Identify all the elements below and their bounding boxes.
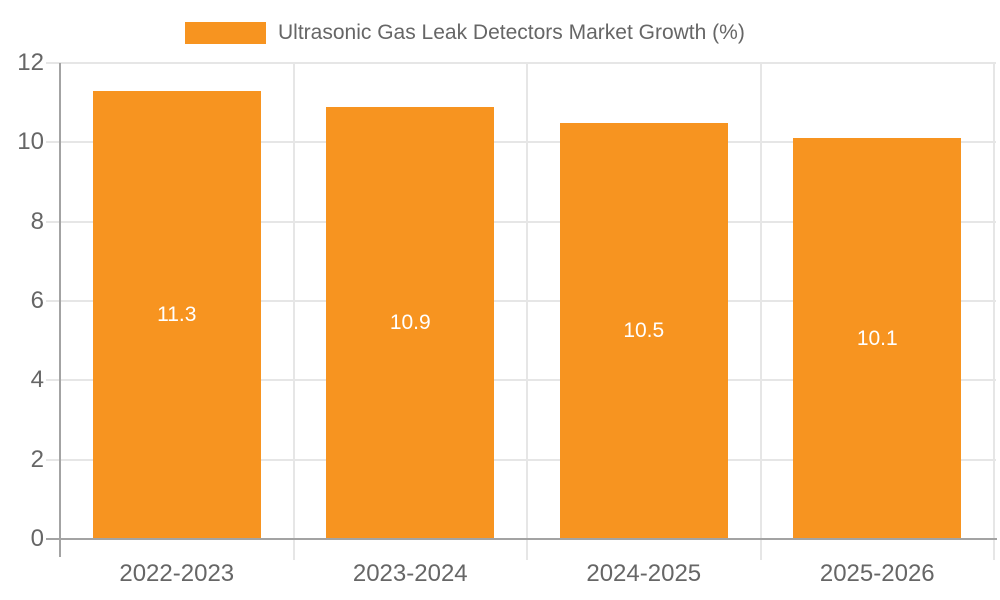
gridline-y-12 <box>46 62 996 64</box>
y-axis-tick-label: 10 <box>17 128 44 156</box>
bar-value-label: 10.9 <box>389 310 431 334</box>
x-axis-tick-label: 2024-2025 <box>586 560 702 587</box>
y-axis-line <box>59 63 61 557</box>
gridline-x-3 <box>759 63 762 560</box>
x-axis-line <box>46 538 997 540</box>
gridline-y-6 <box>46 300 996 302</box>
bar-value-label: 10.5 <box>623 318 665 342</box>
y-axis-tick-label: 2 <box>30 445 44 473</box>
gridline-y-4 <box>46 379 996 382</box>
legend-swatch <box>185 22 266 44</box>
y-axis-tick-label: 0 <box>30 525 44 552</box>
gridline-x-4 <box>993 63 995 560</box>
y-axis-tick-label: 12 <box>17 49 44 76</box>
gridline-y-10 <box>46 141 996 144</box>
x-axis-tick-label: 2023-2024 <box>352 560 468 587</box>
y-axis-tick-label: 6 <box>30 287 44 314</box>
bar-2025-2026: 10.1 <box>793 138 962 539</box>
gridline-y-8 <box>46 220 996 223</box>
x-axis-tick-label: 2022-2023 <box>119 560 235 587</box>
y-axis-tick-label: 8 <box>30 207 44 235</box>
y-axis-tick-label: 4 <box>30 366 44 394</box>
legend-label: Ultrasonic Gas Leak Detectors Market Gro… <box>278 21 745 44</box>
gridline-x-2 <box>526 63 528 560</box>
bar-2024-2025: 10.5 <box>559 122 728 539</box>
bar-2022-2023: 11.3 <box>92 90 261 539</box>
gridline-y-2 <box>46 458 996 461</box>
gridline-x-1 <box>292 63 295 560</box>
bar-value-label: 10.1 <box>856 326 898 350</box>
bar-2023-2024: 10.9 <box>326 106 495 539</box>
x-axis-tick-label: 2025-2026 <box>819 560 935 587</box>
bar-value-label: 11.3 <box>157 302 197 326</box>
legend: Ultrasonic Gas Leak Detectors Market Gro… <box>185 21 745 44</box>
